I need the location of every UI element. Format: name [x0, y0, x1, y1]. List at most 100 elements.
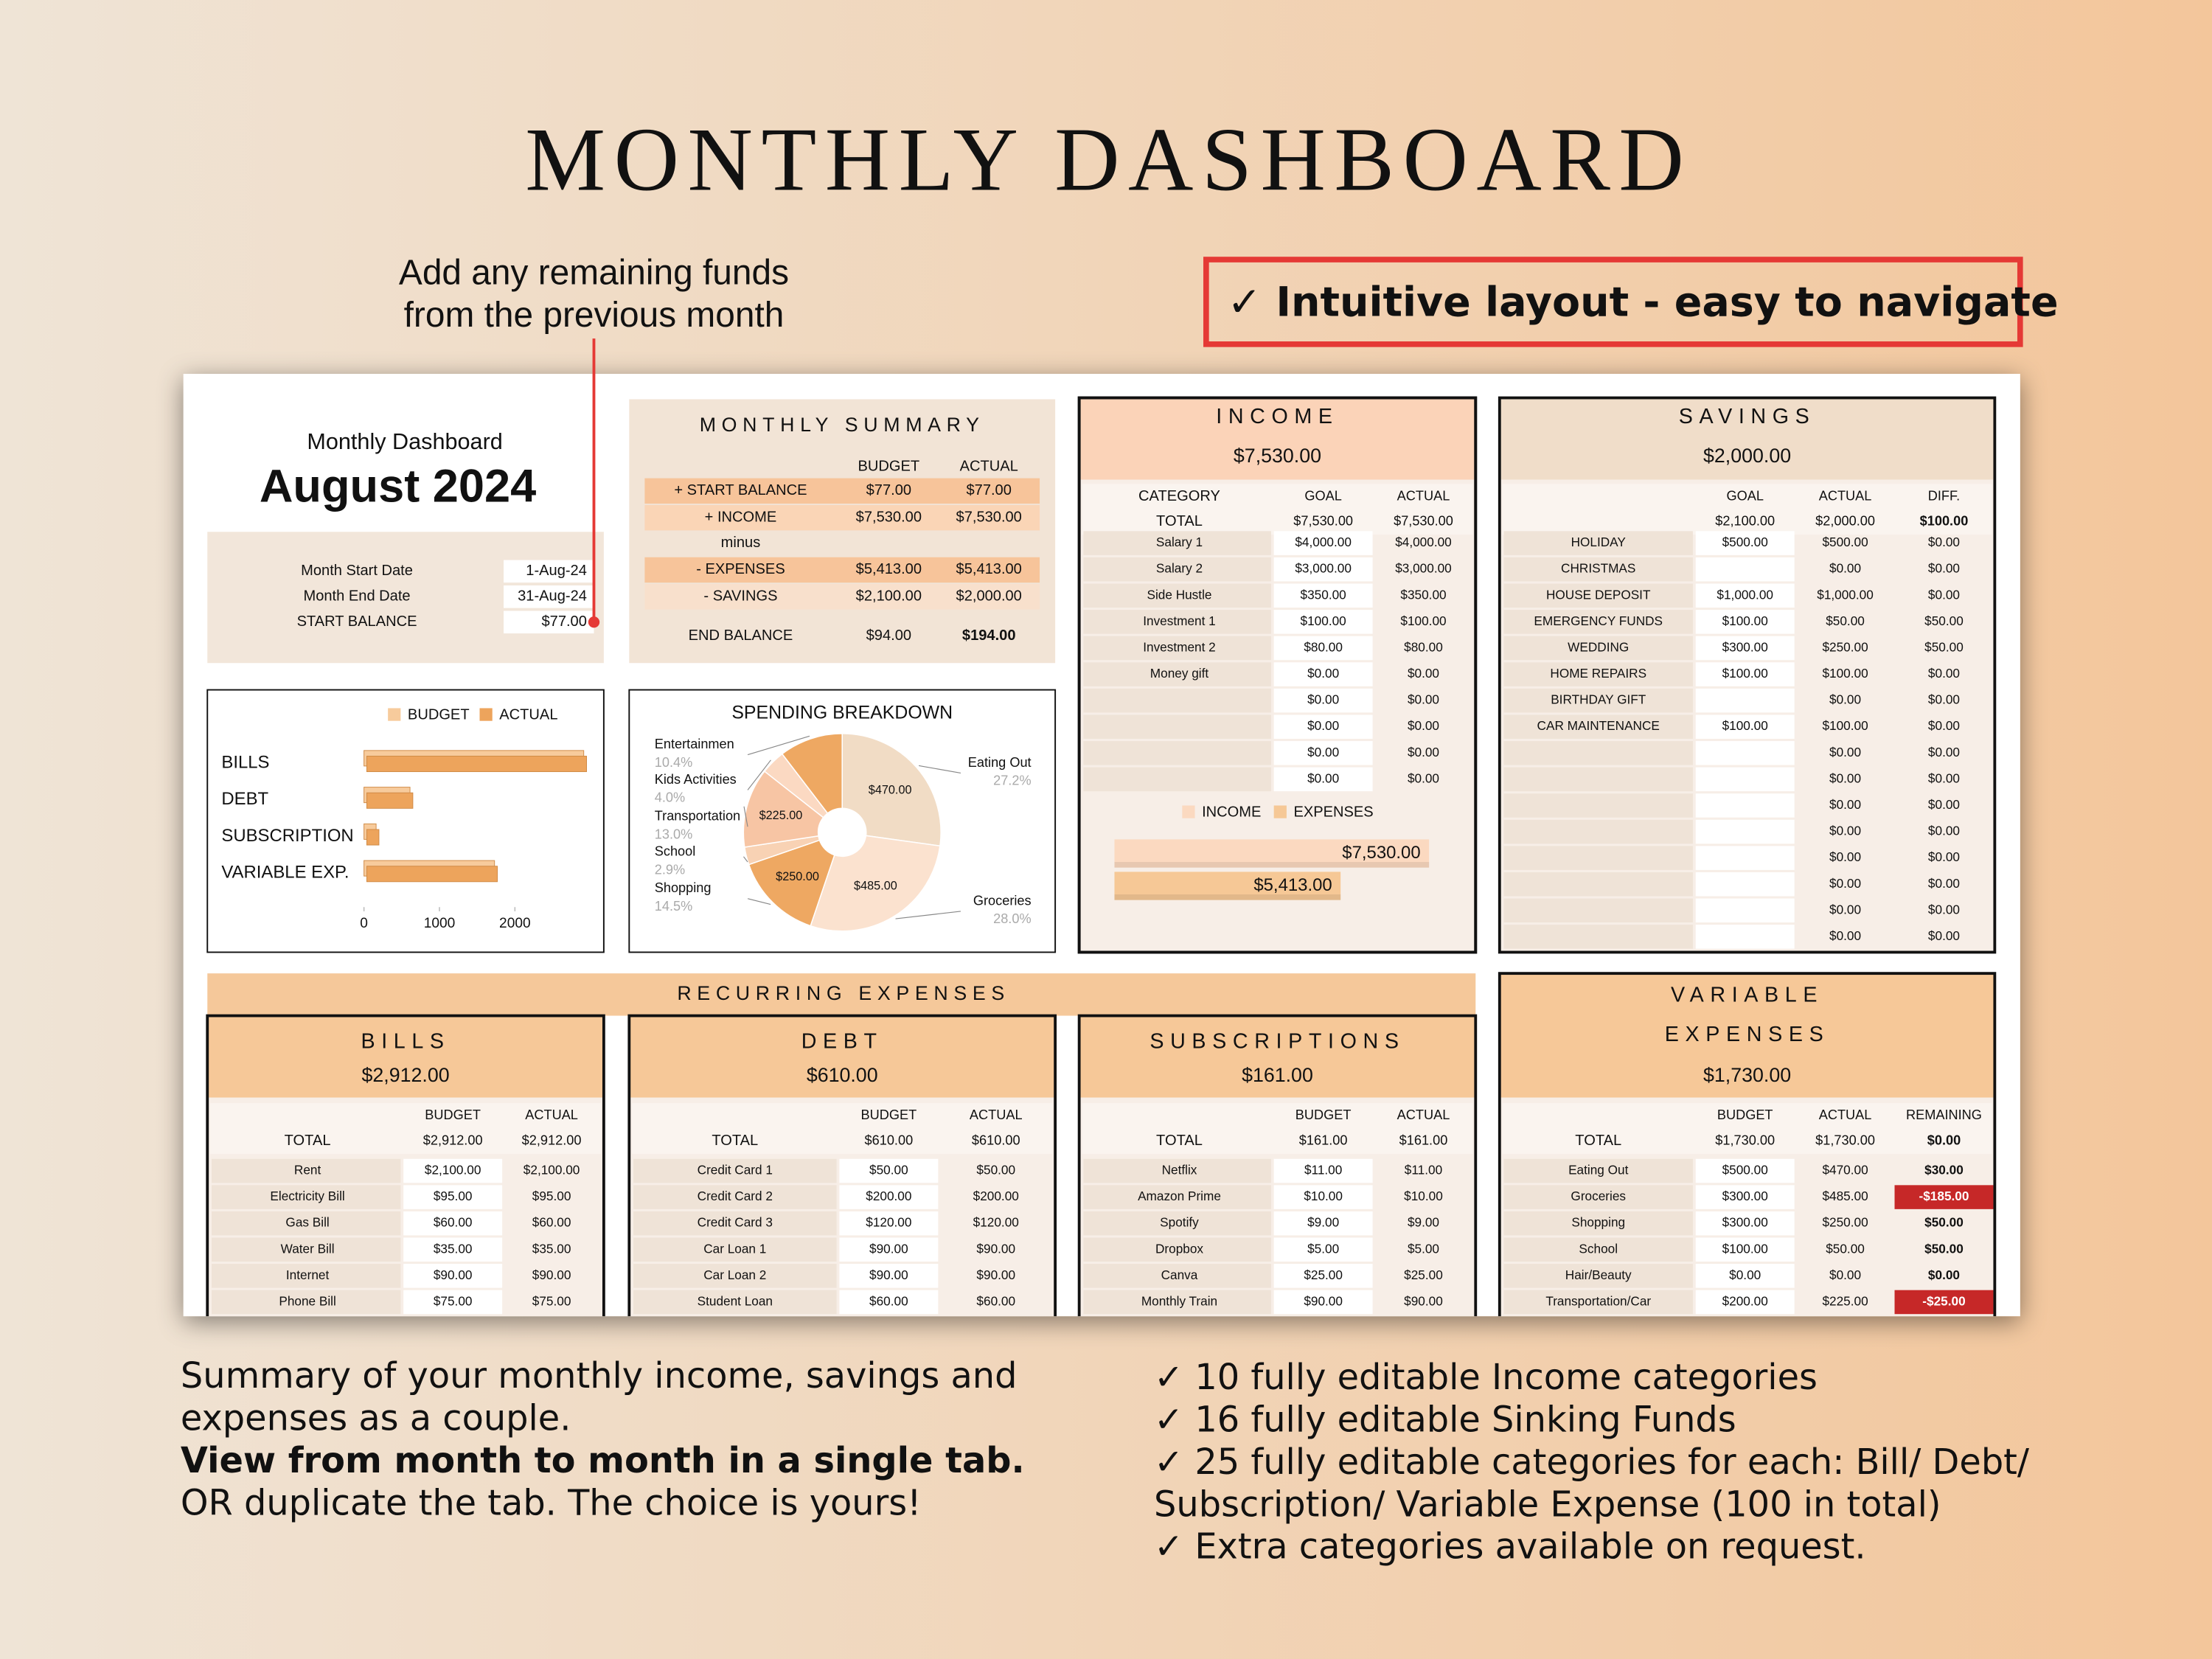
table-cell: Monthly Train: [1141, 1293, 1217, 1308]
value-cell: [839, 1237, 939, 1262]
label-cell: [1503, 898, 1693, 923]
table-cell: $0.00: [1307, 692, 1339, 707]
summary-row: [644, 478, 1040, 504]
table-cell: $0.00: [1928, 1267, 1960, 1282]
label-cell: [1503, 662, 1693, 686]
date-label: START BALANCE: [297, 613, 417, 630]
table-cell: $80.00: [1304, 640, 1343, 655]
table-cell: $0.00: [1928, 876, 1960, 891]
label-cell: [1503, 1264, 1693, 1288]
table-cell: $0.00: [1408, 771, 1439, 785]
label-cell: [1503, 846, 1693, 870]
total-cell: $161.00: [1399, 1133, 1448, 1148]
table-cell: Credit Card 2: [698, 1189, 773, 1203]
summary-value: $94.00: [866, 627, 911, 644]
label-cell: [633, 1290, 837, 1315]
table-cell: $90.00: [976, 1241, 1015, 1256]
label-cell: [1503, 767, 1693, 792]
label-cell: [1083, 531, 1271, 555]
summary-value: $5,413.00: [956, 561, 1022, 577]
card-border: [206, 1014, 605, 1317]
summary-value: $5,413.00: [856, 561, 922, 577]
value-cell: [839, 1211, 939, 1236]
label-cell: [1083, 688, 1271, 713]
table-cell: Money gift: [1150, 666, 1209, 681]
label-cell: [211, 1211, 401, 1236]
pie-slice: [781, 733, 843, 815]
summary-label: + INCOME: [705, 509, 777, 525]
footer-text: expenses as a couple.: [181, 1399, 571, 1439]
table-cell: $0.00: [1408, 666, 1439, 681]
value-cell: [1695, 531, 1795, 555]
category-label: VARIABLE EXP.: [221, 863, 349, 883]
table-cell: $100.00: [1722, 1241, 1768, 1256]
value-cell: [1695, 793, 1795, 818]
summary-value: $2,000.00: [956, 588, 1022, 605]
label-cell: [1503, 583, 1693, 608]
header-rows: [210, 1103, 602, 1155]
header-rows: [632, 1103, 1053, 1155]
table-cell: $4,000.00: [1295, 535, 1352, 549]
negative-cell: [1894, 1185, 1994, 1209]
table-cell: -$185.00: [1919, 1189, 1969, 1203]
label-cell: [1503, 793, 1693, 818]
value-cell: [1273, 1185, 1373, 1209]
table-cell: $50.00: [1924, 613, 1964, 628]
legend-swatch: [479, 708, 493, 721]
table-cell: Car Loan 1: [703, 1241, 766, 1256]
total-cell: TOTAL: [1156, 1133, 1203, 1149]
leader-line: [747, 735, 810, 756]
header-rows: [1502, 484, 1992, 535]
column-header: GOAL: [1726, 488, 1763, 503]
table-cell: Credit Card 1: [698, 1163, 773, 1178]
label-cell: [1503, 688, 1693, 713]
footer-text: OR duplicate the tab. The choice is your…: [181, 1483, 921, 1523]
label-cell: [633, 1158, 837, 1183]
table-cell: $10.00: [1304, 1189, 1343, 1203]
column-header: ACTUAL: [960, 459, 1018, 475]
table-cell: $50.00: [1924, 640, 1964, 655]
summary-row: [644, 504, 1040, 531]
column-header: ACTUAL: [525, 1107, 578, 1122]
column-header: BUDGET: [425, 1107, 481, 1122]
slice-percent: 13.0%: [655, 827, 692, 841]
total-cell: $2,912.00: [522, 1133, 582, 1148]
table-cell: $500.00: [1722, 1163, 1768, 1178]
total-cell: $1,730.00: [1715, 1133, 1775, 1148]
slice-amount: $250.00: [776, 870, 819, 883]
footer-text: ✓ 10 fully editable Income categories: [1154, 1357, 1818, 1398]
label-cell: [1083, 583, 1271, 608]
summary-value: $7,530.00: [856, 509, 922, 525]
value-cell: [1273, 741, 1373, 765]
card-border: [627, 1014, 1057, 1317]
date-value: 31-Aug-24: [518, 588, 587, 605]
table-cell: $90.00: [869, 1267, 908, 1282]
slice-percent: 14.5%: [655, 899, 692, 914]
table-cell: $9.00: [1307, 1215, 1339, 1230]
label-cell: [211, 1264, 401, 1288]
legend-label: EXPENSES: [1293, 804, 1373, 820]
slice-amount: $225.00: [759, 809, 803, 822]
table-cell: $90.00: [1304, 1293, 1343, 1308]
card-total: $1,730.00: [1703, 1064, 1791, 1086]
x-tick-label: 1000: [424, 916, 456, 931]
total-cell: $2,912.00: [423, 1133, 483, 1148]
label-cell: [1503, 1211, 1693, 1236]
date-label: Month Start Date: [301, 563, 413, 579]
table-cell: $0.00: [1928, 666, 1960, 681]
slice-label: Transportation: [655, 809, 740, 824]
value-cell: [1695, 1211, 1795, 1236]
card-title: SAVINGS: [1679, 405, 1816, 428]
summary-title: MONTHLY SUMMARY: [700, 414, 985, 436]
legend-label: BUDGET: [408, 706, 470, 723]
table-cell: $5.00: [1307, 1241, 1339, 1256]
table-cell: Phone Bill: [279, 1293, 335, 1308]
value-cell: [1695, 925, 1795, 949]
table-cell: $75.00: [532, 1293, 571, 1308]
total-cell: $610.00: [865, 1133, 914, 1148]
table-cell: $95.00: [532, 1189, 571, 1203]
card-title: EXPENSES: [1665, 1023, 1830, 1046]
table-cell: Car Loan 2: [703, 1267, 766, 1282]
label-cell: [1503, 714, 1693, 739]
